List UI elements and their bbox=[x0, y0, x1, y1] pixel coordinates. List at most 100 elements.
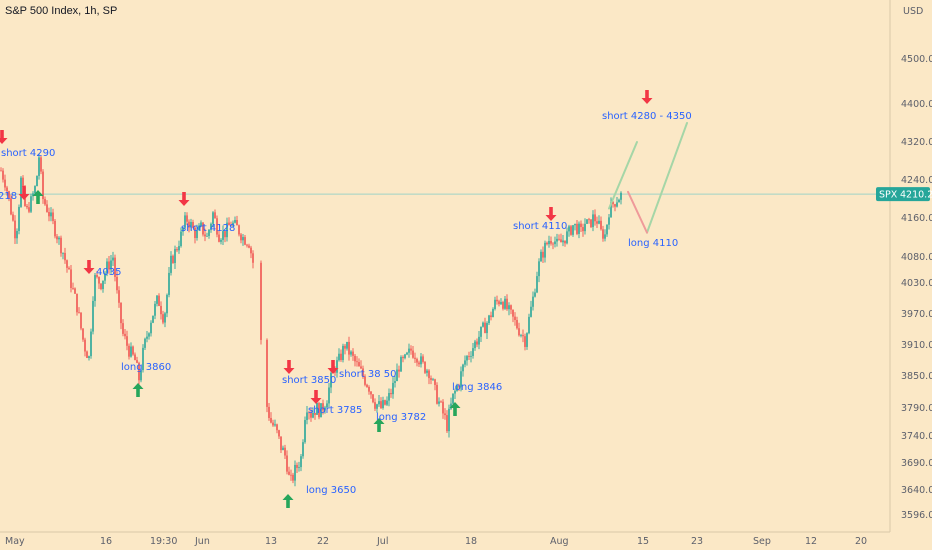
candle-body bbox=[306, 412, 308, 421]
candle-body bbox=[140, 370, 142, 381]
candle-body bbox=[274, 424, 276, 426]
candle-body bbox=[560, 239, 562, 243]
candle-body bbox=[142, 347, 144, 371]
candle-body bbox=[242, 237, 244, 241]
candle-body bbox=[324, 407, 326, 411]
candle-body bbox=[116, 276, 118, 291]
candle-body bbox=[436, 384, 438, 404]
candle-body bbox=[312, 412, 314, 418]
candle-body bbox=[66, 260, 68, 268]
candle-body bbox=[402, 356, 404, 359]
candle-body bbox=[120, 302, 122, 324]
candle-body bbox=[14, 220, 16, 239]
candle-body bbox=[396, 369, 398, 382]
candle-body bbox=[244, 237, 246, 245]
candle-body bbox=[394, 381, 396, 383]
candle-body bbox=[36, 175, 38, 187]
candle-body bbox=[554, 241, 556, 245]
x-tick-label: 19:30 bbox=[150, 536, 177, 547]
candle-body bbox=[310, 413, 312, 418]
candle-body bbox=[34, 186, 36, 194]
candle-body bbox=[230, 225, 232, 226]
candle-body bbox=[558, 238, 560, 240]
candle-body bbox=[62, 252, 64, 254]
short-arrow-icon bbox=[641, 90, 653, 104]
candle-body bbox=[162, 314, 164, 323]
candle-body bbox=[184, 215, 186, 228]
x-tick-label: 12 bbox=[805, 536, 817, 547]
candle-body bbox=[200, 222, 202, 226]
candle-body bbox=[110, 260, 112, 270]
last-price-tag: SPX 4210.23 bbox=[876, 187, 932, 202]
candle-body bbox=[478, 336, 480, 345]
annotation-label: short 3785 bbox=[308, 405, 362, 416]
candle-body bbox=[524, 336, 526, 347]
candle-body bbox=[204, 234, 206, 237]
candle-body bbox=[272, 422, 274, 426]
candle-body bbox=[286, 455, 288, 472]
candle-body bbox=[348, 341, 350, 355]
candle-body bbox=[250, 247, 252, 254]
candle-body bbox=[434, 379, 436, 385]
x-tick-label: Jul bbox=[376, 536, 388, 547]
candle-body bbox=[304, 420, 306, 443]
candle-body bbox=[522, 335, 524, 337]
candle-body bbox=[214, 212, 216, 219]
candle-body bbox=[472, 348, 474, 356]
candle-body bbox=[192, 221, 194, 228]
candle-body bbox=[412, 350, 414, 358]
candle-body bbox=[528, 316, 530, 334]
candle-body bbox=[374, 402, 376, 409]
candle-body bbox=[0, 170, 2, 172]
candle-body bbox=[514, 316, 516, 321]
candle-body bbox=[518, 328, 520, 336]
candle-body bbox=[202, 222, 204, 235]
candle-body bbox=[438, 401, 440, 404]
annotation-label: 4035 bbox=[96, 267, 121, 278]
candle-body bbox=[180, 231, 182, 247]
candle-body bbox=[226, 222, 228, 238]
candle-body bbox=[384, 400, 386, 405]
candle-body bbox=[156, 295, 158, 304]
x-tick-label: 13 bbox=[265, 536, 277, 547]
candle-body bbox=[426, 370, 428, 373]
candle-body bbox=[30, 196, 32, 212]
candle-body bbox=[344, 345, 346, 349]
candle-body bbox=[592, 214, 594, 228]
x-tick-label: 22 bbox=[317, 536, 329, 547]
candle-body bbox=[22, 177, 24, 187]
candle-body bbox=[78, 312, 80, 314]
candle-body bbox=[574, 223, 576, 226]
short-arrow-icon bbox=[18, 186, 30, 200]
candle-body bbox=[190, 221, 192, 228]
candle-body bbox=[20, 177, 22, 207]
y-tick-label: 4080.00 bbox=[901, 252, 932, 263]
candle-body bbox=[280, 436, 282, 451]
candle-body bbox=[358, 362, 360, 367]
candle-body bbox=[38, 157, 40, 176]
annotation-label: short 38 50 bbox=[339, 369, 397, 380]
candle-body bbox=[28, 207, 30, 212]
candle-body bbox=[212, 212, 214, 224]
price-tag-value: 4210.23 bbox=[900, 190, 932, 201]
candle-body bbox=[474, 341, 476, 349]
candle-body bbox=[608, 217, 610, 225]
candle-body bbox=[216, 218, 218, 235]
candle-body bbox=[504, 298, 506, 309]
short-arrow-icon bbox=[327, 360, 339, 374]
candle-body bbox=[118, 290, 120, 303]
candle-body bbox=[458, 385, 460, 387]
x-tick-label: Jun bbox=[194, 536, 210, 547]
candle-body bbox=[500, 302, 502, 305]
y-tick-label: 3740.00 bbox=[901, 431, 932, 442]
candle-body bbox=[122, 323, 124, 334]
candle-body bbox=[488, 315, 490, 324]
candle-body bbox=[298, 467, 300, 468]
candle-body bbox=[366, 384, 368, 387]
candle-body bbox=[362, 368, 364, 377]
candle-body bbox=[378, 401, 380, 405]
x-tick-label: 15 bbox=[637, 536, 649, 547]
